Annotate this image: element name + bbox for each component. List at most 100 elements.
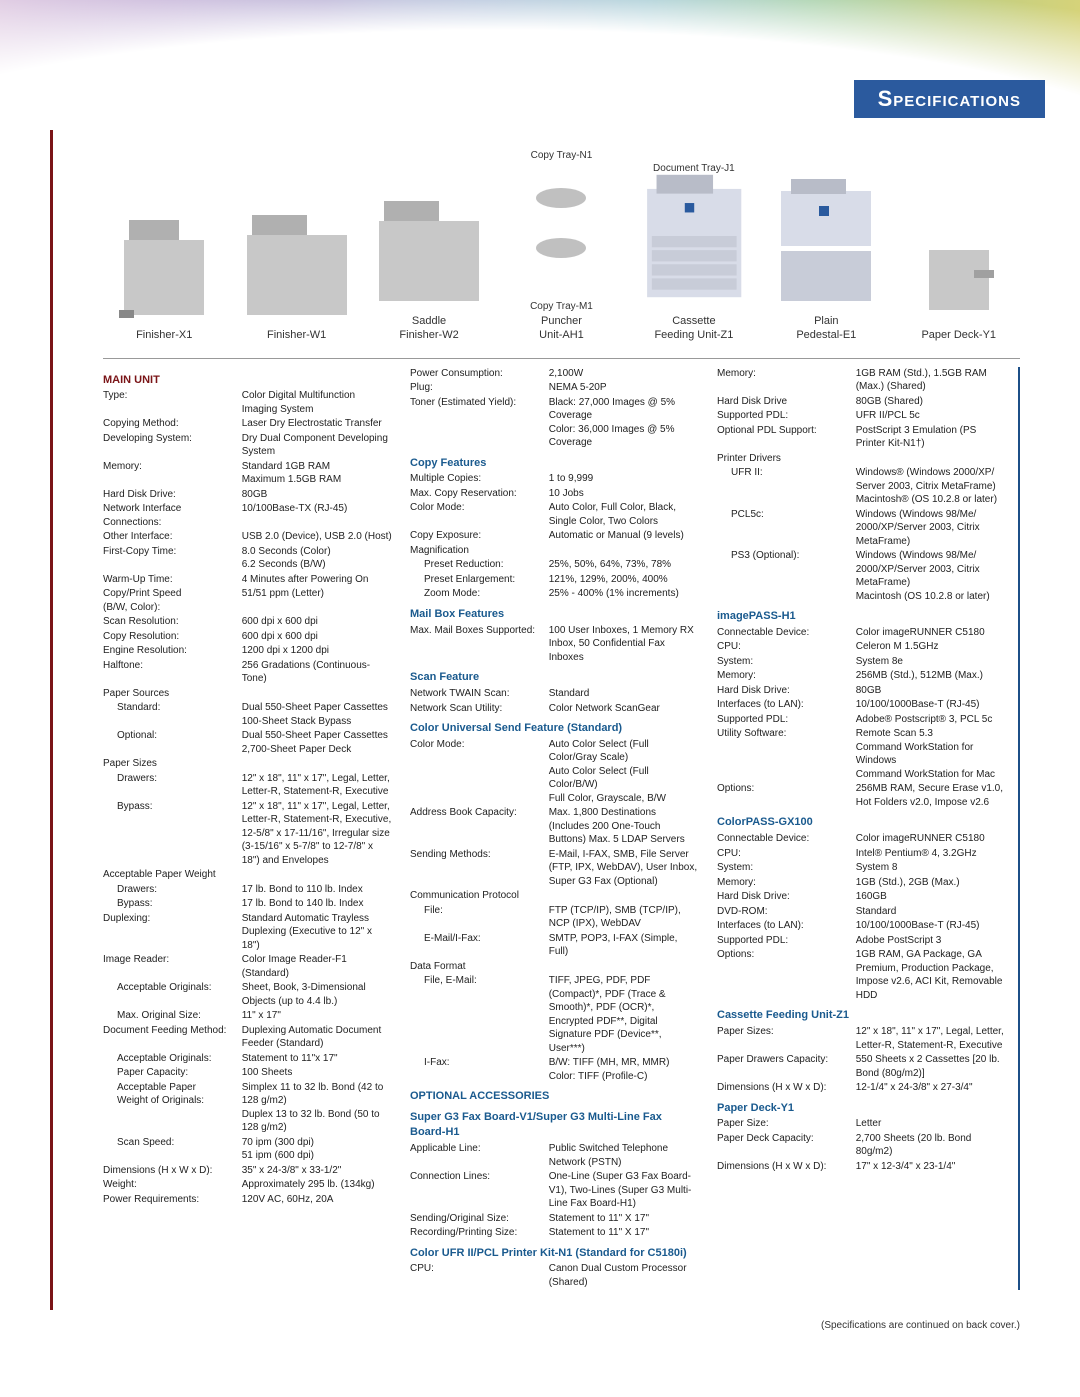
spec-row: Hard Disk Drive80GB (Shared) (717, 395, 1006, 409)
spec-label: Connectable Device: (717, 832, 856, 846)
spec-label: Recording/Printing Size: (410, 1226, 549, 1240)
spec-label: Dimensions (H x W x D): (103, 1164, 242, 1178)
spec-row: Paper Sources (103, 687, 392, 701)
spec-value: Color imageRUNNER C5180 (856, 626, 1006, 640)
spec-value: 12" x 18", 11" x 17", Legal, Letter, Let… (242, 800, 392, 868)
spec-value: Sheet, Book, 3-Dimensional Objects (up t… (242, 981, 392, 1008)
spec-value: E-Mail, I-FAX, SMB, File Server (FTP, IP… (549, 848, 699, 889)
spec-row: Paper Sizes:12" x 18", 11" x 17", Legal,… (717, 1025, 1006, 1052)
spec-row: Recording/Printing Size:Statement to 11"… (410, 1226, 699, 1240)
section-heading: Copy Features (410, 456, 699, 471)
spec-label: Paper Capacity: (103, 1066, 242, 1080)
spec-label: Color Mode: (410, 738, 549, 806)
spec-value: 121%, 129%, 200%, 400% (549, 573, 699, 587)
spec-label: Acceptable Originals: (103, 981, 242, 1008)
spec-row: Other Interface:USB 2.0 (Device), USB 2.… (103, 530, 392, 544)
spec-row: System:System 8e (717, 655, 1006, 669)
spec-label: Copy Resolution: (103, 630, 242, 644)
spec-row: Engine Resolution:1200 dpi x 1200 dpi (103, 644, 392, 658)
spec-row: Preset Enlargement:121%, 129%, 200%, 400… (410, 573, 699, 587)
accessory-item: Finisher-W1 (235, 190, 357, 342)
spec-label: Memory: (103, 460, 242, 487)
spec-value: Color Network ScanGear (549, 702, 699, 716)
spec-row: Optional:Dual 550-Sheet Paper Cassettes2… (103, 729, 392, 756)
spec-col-3: Memory:1GB RAM (Std.), 1.5GB RAM (Max.) … (717, 367, 1020, 1291)
spec-value: Max. 1,800 Destinations (Includes 200 On… (549, 806, 699, 847)
spec-row: Applicable Line:Public Switched Telephon… (410, 1142, 699, 1169)
spec-value: 4 Minutes after Powering On (242, 573, 392, 587)
spec-value: 17" x 12-3/4" x 23-1/4" (856, 1160, 1006, 1174)
accessory-item: SaddleFinisher-W2 (368, 176, 490, 343)
spec-value: Duplexing Automatic Document Feeder (Sta… (242, 1024, 392, 1051)
spec-value: 25% - 400% (1% increments) (549, 587, 699, 601)
spec-value: Auto Color, Full Color, Black, Single Co… (549, 501, 699, 528)
spec-label: Toner (Estimated Yield): (410, 396, 549, 450)
spec-row: Paper Deck Capacity:2,700 Sheets (20 lb.… (717, 1132, 1006, 1159)
spec-value: Remote Scan 5.3Command WorkStation for W… (856, 727, 1006, 781)
spec-row: Copy Exposure:Automatic or Manual (9 lev… (410, 529, 699, 543)
spec-row: CPU:Celeron M 1.5GHz (717, 640, 1006, 654)
spec-row: Magnification (410, 544, 699, 558)
spec-label: Options: (717, 782, 856, 809)
spec-value: Standard (856, 905, 1006, 919)
spec-value: Approximately 295 lb. (134kg) (242, 1178, 392, 1192)
spec-label: Dimensions (H x W x D): (717, 1160, 856, 1174)
spec-row: Color Mode:Auto Color, Full Color, Black… (410, 501, 699, 528)
spec-row: Options:1GB RAM, GA Package, GA Premium,… (717, 948, 1006, 1002)
spec-value: Celeron M 1.5GHz (856, 640, 1006, 654)
spec-label: Developing System: (103, 432, 242, 459)
accessory-item: Copy Tray-N1Copy Tray-M1PuncherUnit-AH1 (500, 150, 622, 343)
accessory-item: Finisher-X1 (103, 190, 225, 342)
section-heading: Cassette Feeding Unit-Z1 (717, 1008, 1006, 1023)
spec-label: Zoom Mode: (410, 587, 549, 601)
spec-row: Multiple Copies:1 to 9,999 (410, 472, 699, 486)
spec-row: Interfaces (to LAN):10/100/1000Base-T (R… (717, 698, 1006, 712)
spec-row: Network Scan Utility:Color Network ScanG… (410, 702, 699, 716)
page-header: Specifications (0, 0, 1080, 130)
spec-label: First-Copy Time: (103, 545, 242, 572)
spec-label: Hard Disk Drive: (717, 890, 856, 904)
spec-row: Acceptable PaperWeight of Originals:Simp… (103, 1081, 392, 1135)
accessory-image (235, 190, 357, 320)
spec-row: Acceptable Paper Weight (103, 868, 392, 882)
spec-row: Warm-Up Time:4 Minutes after Powering On (103, 573, 392, 587)
spec-row: Dimensions (H x W x D):12-1/4" x 24-3/8"… (717, 1081, 1006, 1095)
spec-row: Max. Original Size:11" x 17" (103, 1009, 392, 1023)
spec-value: PostScript 3 Emulation (PS Printer Kit-N… (856, 424, 1006, 451)
spec-label: Drawers: (103, 883, 242, 897)
spec-label: Supported PDL: (717, 713, 856, 727)
spec-row: Paper Capacity:100 Sheets (103, 1066, 392, 1080)
spec-value: Black: 27,000 Images @ 5% CoverageColor:… (549, 396, 699, 450)
spec-label: Options: (717, 948, 856, 1002)
spec-label: Max. Copy Reservation: (410, 487, 549, 501)
spec-row: Memory:Standard 1GB RAMMaximum 1.5GB RAM (103, 460, 392, 487)
spec-row: Supported PDL:UFR II/PCL 5c (717, 409, 1006, 423)
spec-label: Supported PDL: (717, 934, 856, 948)
spec-row: Developing System:Dry Dual Component Dev… (103, 432, 392, 459)
spec-label: Optional: (103, 729, 242, 756)
spec-value: 120V AC, 60Hz, 20A (242, 1193, 392, 1207)
spec-row: Drawers:12" x 18", 11" x 17", Legal, Let… (103, 772, 392, 799)
spec-label: Halftone: (103, 659, 242, 686)
spec-value: Statement to 11"x 17" (242, 1052, 392, 1066)
spec-row: Data Format (410, 960, 699, 974)
spec-row: Memory:256MB (Std.), 512MB (Max.) (717, 669, 1006, 683)
spec-value: 80GB (242, 488, 392, 502)
spec-label: Preset Enlargement: (410, 573, 549, 587)
spec-row: Document Feeding Method:Duplexing Automa… (103, 1024, 392, 1051)
spec-value: Standard (549, 687, 699, 701)
spec-value: Automatic or Manual (9 levels) (549, 529, 699, 543)
spec-label: Document Feeding Method: (103, 1024, 242, 1051)
spec-value: 2,100W (549, 367, 699, 381)
spec-value: 1GB RAM (Std.), 1.5GB RAM (Max.) (Shared… (856, 367, 1006, 394)
section-heading: MAIN UNIT (103, 373, 392, 388)
spec-row: Weight:Approximately 295 lb. (134kg) (103, 1178, 392, 1192)
section-heading: Scan Feature (410, 670, 699, 685)
spec-value: 10 Jobs (549, 487, 699, 501)
spec-value: 256 Gradations (Continuous-Tone) (242, 659, 392, 686)
spec-label: Paper Sizes: (717, 1025, 856, 1052)
spec-value: Laser Dry Electrostatic Transfer (242, 417, 392, 431)
spec-label: Acceptable Paper Weight (103, 868, 242, 882)
spec-value: 12" x 18", 11" x 17", Legal, Letter, Let… (242, 772, 392, 799)
page-title: Specifications (854, 80, 1045, 118)
